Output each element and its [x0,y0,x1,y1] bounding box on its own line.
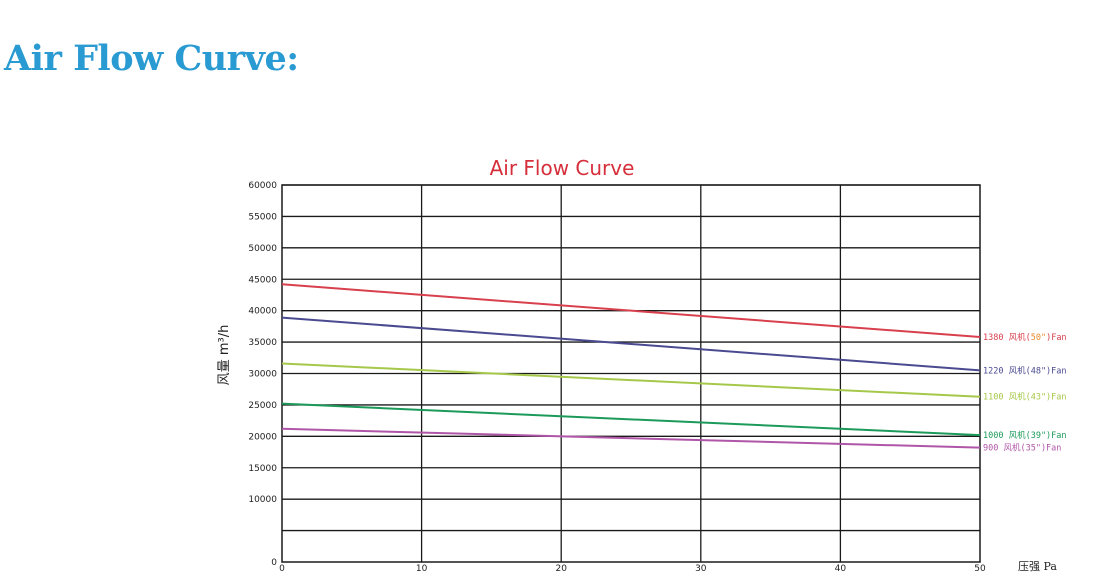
tick-labels: 0 10000 15000 20000 25000 30000 35000 40000 4500… [248,181,986,574]
y-tick-label: 0 [271,558,277,568]
y-tick-label: 30000 [248,370,277,380]
y-tick-label: 25000 [248,401,277,411]
plot-frame [281,184,981,563]
series-label: 1380 风机(50")Fan [983,332,1067,343]
series-label: 1220 风机(48")Fan [983,365,1067,376]
x-tick-label: 0 [279,564,285,574]
y-tick-label: 40000 [248,307,277,317]
series-line [281,316,981,372]
y-tick-label: 35000 [248,338,277,348]
page-heading: Air Flow Curve: [4,38,299,79]
series-label: 1000 风机(39")Fan [983,430,1067,441]
x-tick-label: 10 [416,564,428,574]
series-labels: 1380 风机(50")Fan 1220 风机(48")Fan 1100 风机(43… [983,332,1067,454]
grid [281,184,981,563]
series-label: 1100 风机(43")Fan [983,392,1067,403]
y-tick-label: 55000 [248,212,277,222]
chart-title: Air Flow Curve [490,156,635,180]
x-tick-label: 20 [555,564,567,574]
series-line [281,362,981,398]
x-tick-label: 50 [974,564,986,574]
series-label: 900 风机(35")Fan [983,443,1061,454]
y-tick-label: 10000 [248,495,277,505]
series-line [281,427,981,449]
x-tick-label: 30 [695,564,707,574]
x-axis-label: 压强 Pa [1018,560,1057,573]
y-tick-label: 45000 [248,275,277,285]
series-lines [281,283,981,449]
series-line [281,402,981,437]
y-axis-label: 风量 m³/h [217,325,232,386]
x-tick-label: 40 [835,564,847,574]
y-tick-label: 20000 [248,432,277,442]
series-line [281,283,981,339]
y-tick-label: 60000 [248,181,277,191]
y-tick-label: 15000 [248,464,277,474]
y-tick-label: 50000 [248,244,277,254]
